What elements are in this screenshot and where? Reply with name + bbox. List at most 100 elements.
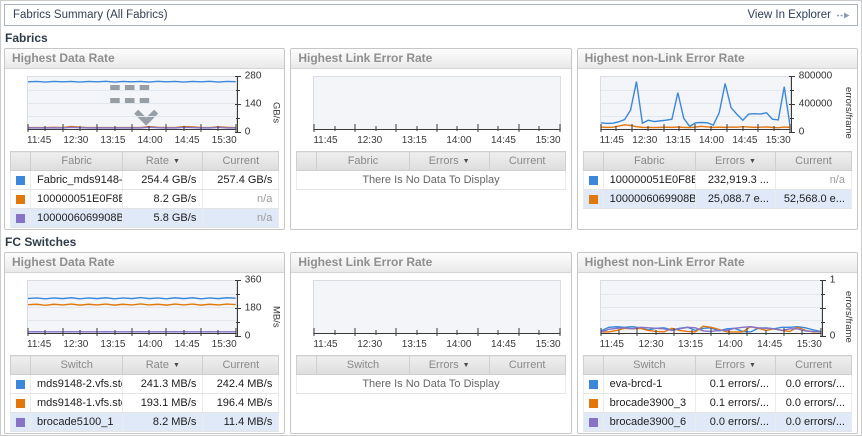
column-header-sort[interactable]: Errors ▼: [695, 151, 776, 171]
x-tick-label: 12:30: [357, 135, 383, 146]
data-rate-chart: 360 180 0 MB/s 11:45 12:30 13:15 14:00 14:45 15…: [27, 275, 282, 353]
x-tick-label: 13:15: [665, 135, 691, 146]
panel-table: Switch Errors ▼ Current There Is No Data …: [296, 355, 566, 394]
column-header-current[interactable]: Current: [202, 355, 280, 375]
x-axis-labels: 11:45 12:30 13:15 14:00 14:45 15:30: [27, 130, 237, 149]
chart-options-icon[interactable]: [28, 77, 236, 129]
x-tick-label: 11:45: [313, 135, 338, 146]
series-color-swatch: [16, 417, 25, 427]
column-header-name[interactable]: Fabric: [316, 151, 410, 171]
sort-desc-icon: ▼: [748, 362, 756, 369]
nonlink-error-chart: 800000 400000 0 errors/frame 11:45 12:30 13:…: [599, 71, 855, 149]
series-color-swatch: [16, 379, 25, 389]
column-header-current[interactable]: Current: [775, 355, 852, 375]
column-header-current[interactable]: Current: [489, 151, 566, 171]
column-header-current[interactable]: Current: [489, 355, 566, 375]
table-row[interactable]: 100000051E0F8BBA8.2 GB/sn/a: [10, 189, 280, 209]
section-label-fabrics: Fabrics: [5, 31, 48, 45]
sort-desc-icon: ▼: [462, 362, 470, 369]
cell-name: eva-brcd-1: [603, 374, 696, 394]
y-tick-label: 0: [244, 330, 251, 342]
no-data-message: There Is No Data To Display: [296, 374, 566, 394]
swatch-column-header: [296, 151, 318, 171]
swatch-column-header: [10, 151, 31, 171]
panel-table: Fabric Rate ▼ Current Fabric_mds9148-2 254…: [10, 151, 280, 228]
y-tick-label: 400000: [798, 98, 833, 110]
cell-name: 1000006069908BA3: [603, 189, 696, 209]
cell-value: 5.8 GB/s: [122, 208, 204, 228]
swatch-column-header: [582, 151, 604, 171]
panel-title: Highest Link Error Rate: [291, 49, 571, 69]
table-row[interactable]: 1000006069908BA35.8 GB/sn/a: [10, 208, 280, 228]
sort-desc-icon: ▼: [172, 362, 180, 369]
column-header-sort[interactable]: Errors ▼: [409, 355, 490, 375]
column-header-name[interactable]: Fabric: [603, 151, 696, 171]
table-row[interactable]: Fabric_mds9148-2 254.4 GB/s 257.4 GB/s: [10, 170, 280, 190]
panel-title: Highest non-Link Error Rate: [577, 49, 857, 69]
y-tick-label: 140: [244, 98, 262, 110]
cell-current: 242.4 MB/s: [202, 374, 280, 394]
column-header-name[interactable]: Switch: [603, 355, 696, 375]
table-row[interactable]: brocade5100_1 8.2 MB/s 11.4 MB/s: [10, 412, 280, 432]
column-header-name[interactable]: Switch: [30, 355, 124, 375]
x-tick-label: 14:00: [137, 135, 163, 146]
cell-value: 193.1 MB/s: [122, 393, 204, 413]
column-header-sort[interactable]: Errors ▼: [409, 151, 490, 171]
x-axis-labels: 11:45 12:30 13:15 14:00 14:45 15:30: [27, 334, 237, 353]
cell-value: 8.2 MB/s: [122, 412, 204, 432]
y-tick-label: 360: [244, 274, 262, 286]
cell-name: 100000051E0F8BBA: [30, 189, 124, 209]
column-header-name[interactable]: Fabric: [30, 151, 124, 171]
x-tick-label: 12:30: [63, 339, 89, 350]
cell-name: brocade3900_3: [603, 393, 696, 413]
x-tick-label: 12:30: [632, 135, 658, 146]
y-axis-unit: MB/s: [270, 306, 282, 328]
column-header-current[interactable]: Current: [202, 151, 280, 171]
y-axis-unit: GB/s: [270, 102, 282, 124]
x-tick-label: 13:15: [100, 135, 126, 146]
table-row[interactable]: 1000006069908BA325,088.7 e...52,568.0 e.…: [582, 189, 852, 209]
y-tick-label: 800000: [798, 70, 833, 82]
view-in-explorer-label: View In Explorer: [747, 9, 831, 21]
x-tick-label: 14:00: [699, 135, 725, 146]
y-axis-unit: errors/frame: [842, 87, 854, 139]
table-row[interactable]: eva-brcd-1 0.1 errors/... 0.0 errors/...: [582, 374, 852, 394]
chart-plot: [599, 76, 791, 132]
y-axis-unit: errors/frame: [842, 291, 854, 343]
series-color-swatch: [16, 213, 25, 223]
column-header-sort[interactable]: Errors ▼: [695, 355, 776, 375]
table-row[interactable]: brocade3900_6 0.0 errors/... 0.0 errors/..…: [582, 412, 852, 432]
link-error-chart: 11:45 12:30 13:15 14:00 14:45 15:30: [313, 280, 561, 353]
cell-value: 232,919.3 ...: [695, 170, 776, 190]
cell-current: n/a: [775, 170, 852, 190]
swatch-column-header: [296, 355, 318, 375]
table-row[interactable]: 100000051E0F8BBA232,919.3 ...n/a: [582, 170, 852, 190]
column-header-sort[interactable]: Rate ▼: [122, 151, 204, 171]
row-swatch-cell: [10, 393, 31, 413]
no-data-row: There Is No Data To Display: [296, 170, 566, 190]
x-tick-label: 13:15: [401, 135, 427, 146]
sort-desc-icon: ▼: [172, 158, 180, 165]
x-tick-label: 15:30: [535, 339, 561, 350]
y-axis: 800000 400000 0: [788, 71, 841, 138]
x-tick-label: 15:30: [796, 339, 822, 350]
column-header-sort[interactable]: Rate ▼: [122, 355, 204, 375]
column-header-name[interactable]: Switch: [316, 355, 410, 375]
row-swatch-cell: [582, 393, 604, 413]
column-header-current[interactable]: Current: [775, 151, 852, 171]
x-tick-label: 11:45: [599, 339, 624, 350]
cell-value: 254.4 GB/s: [122, 170, 204, 190]
view-in-explorer-link[interactable]: View In Explorer: [747, 9, 851, 21]
row-swatch-cell: [10, 208, 31, 228]
x-tick-label: 14:45: [732, 135, 758, 146]
x-tick-label: 14:45: [174, 339, 200, 350]
table-row[interactable]: brocade3900_3 0.1 errors/... 0.0 errors/..…: [582, 393, 852, 413]
x-axis-labels: 11:45 12:30 13:15 14:00 14:45 15:30: [313, 334, 560, 353]
panel-fabrics-nonlink-error-rate: Highest non-Link Error Rate 800000 400000…: [576, 48, 858, 230]
swatch-column-header: [582, 355, 604, 375]
